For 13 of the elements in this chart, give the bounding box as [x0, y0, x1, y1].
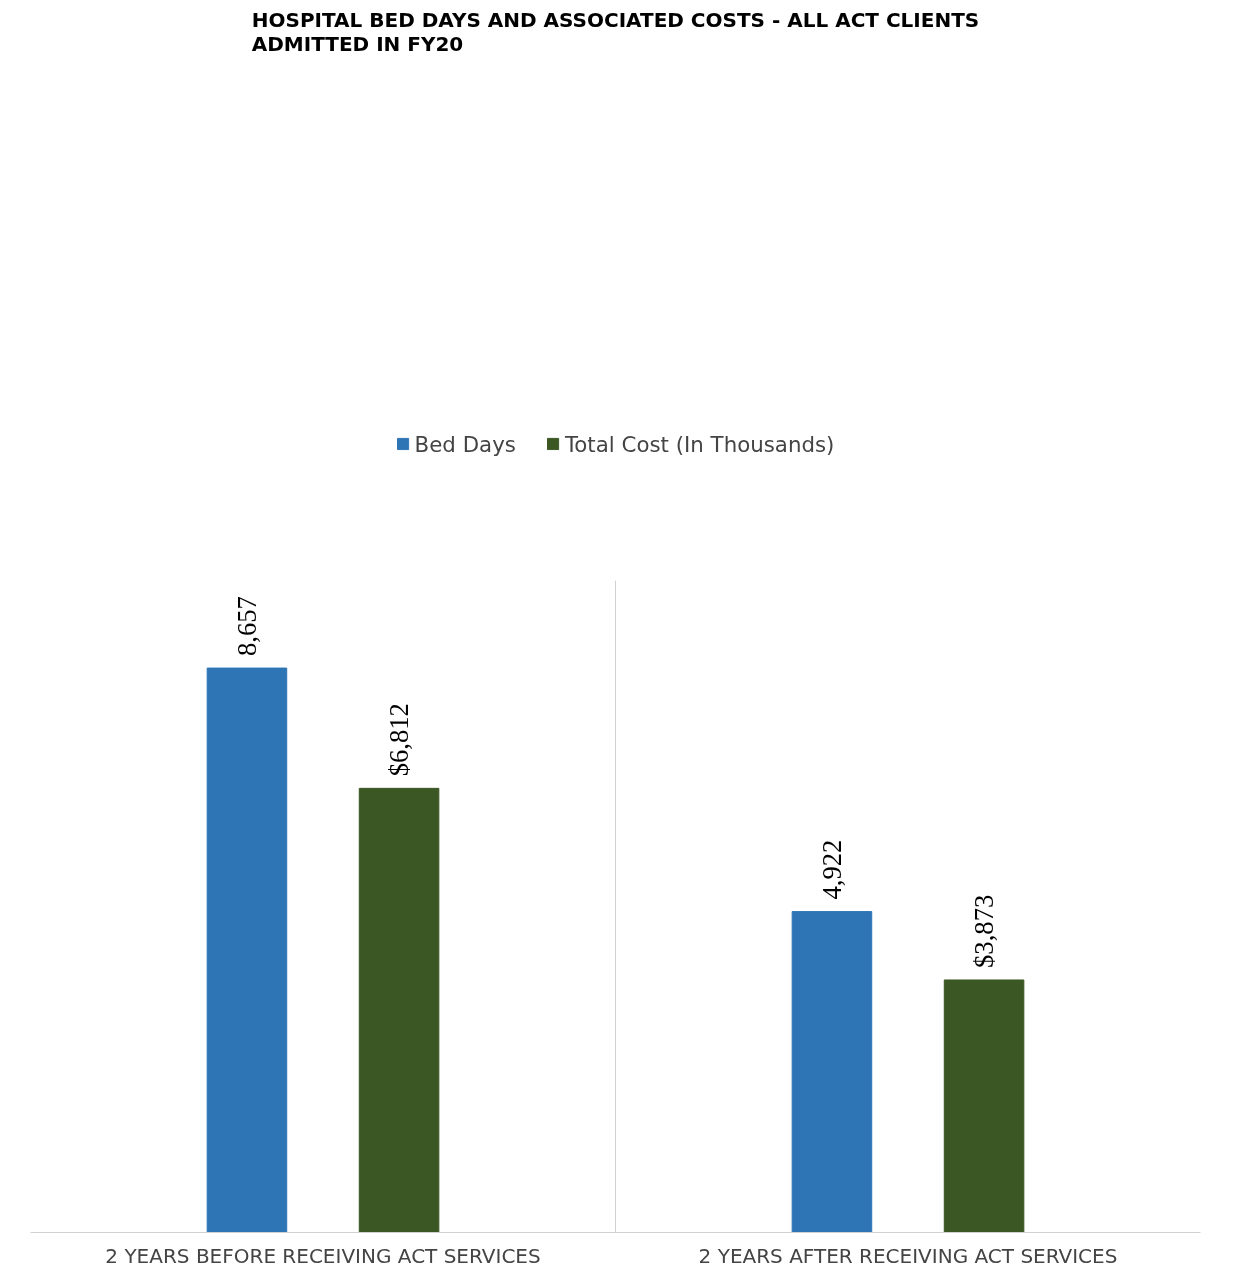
data-label: 8,657 — [231, 596, 262, 657]
chart-title: HOSPITAL BED DAYS AND ASSOCIATED COSTS - ALL ACT CLIENTS ADMITTED IN FY20 — [251, 7, 980, 56]
x-tick-label: 2 YEARS BEFORE RECEIVING ACT SERVICES — [105, 1243, 541, 1268]
legend-label: Total Cost (In Thousands) — [564, 431, 835, 457]
bar — [943, 979, 1025, 1233]
data-label: $3,873 — [969, 894, 1000, 968]
x-tick-label: 2 YEARS AFTER RECEIVING ACT SERVICES — [698, 1243, 1118, 1268]
legend-label: Bed Days — [414, 431, 516, 457]
data-label: 4,922 — [816, 839, 847, 900]
bar — [791, 911, 873, 1233]
bar — [206, 667, 288, 1233]
data-label: $6,812 — [384, 703, 415, 777]
bar — [358, 787, 440, 1233]
